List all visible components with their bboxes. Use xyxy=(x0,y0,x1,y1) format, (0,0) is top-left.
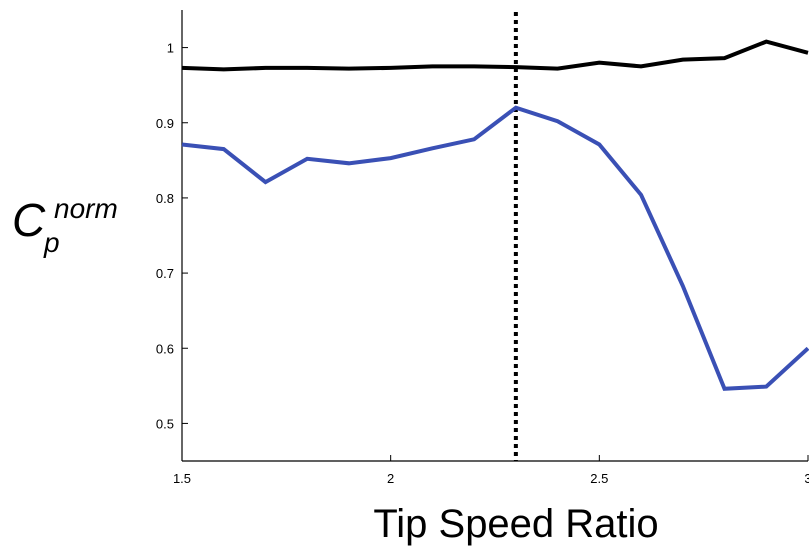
y-axis-label-base: C xyxy=(12,194,46,246)
series-line-1 xyxy=(181,39,809,72)
x-tick-label: 3 xyxy=(804,471,809,486)
y-tick-label: 1 xyxy=(167,41,174,56)
y-tick-label: 0.5 xyxy=(156,416,174,431)
x-tick-label: 2 xyxy=(387,471,394,486)
tick-labels: 0.5 0.6 0.7 0.8 0.9 1 1.5 2 2.5 3 xyxy=(156,41,809,486)
series-group xyxy=(181,39,809,391)
x-axis-label: Tip Speed Ratio xyxy=(373,502,658,546)
x-tick-label: 1.5 xyxy=(173,471,191,486)
y-tick-label: 0.7 xyxy=(156,266,174,281)
y-axis-label-superscript: norm xyxy=(54,193,118,224)
y-axis-label-subscript: p xyxy=(43,227,60,258)
y-tick-label: 0.6 xyxy=(156,341,174,356)
series-line-2 xyxy=(181,105,809,391)
y-tick-label: 0.9 xyxy=(156,116,174,131)
x-tick-label: 2.5 xyxy=(590,471,608,486)
axes xyxy=(181,10,809,462)
y-axis-label: C p norm xyxy=(12,193,118,258)
y-tick-label: 0.8 xyxy=(156,191,174,206)
